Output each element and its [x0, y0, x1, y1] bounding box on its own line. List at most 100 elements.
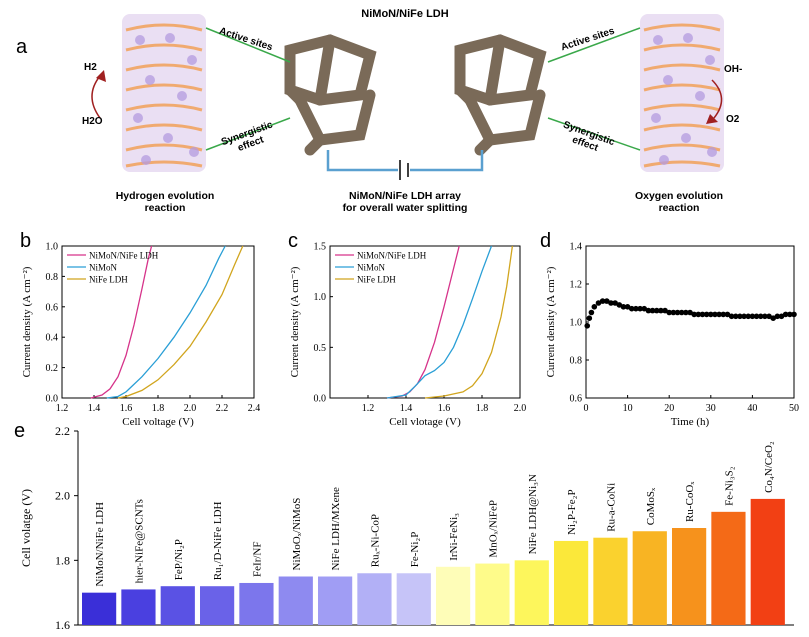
panel-label-a: a	[16, 36, 28, 58]
y-tick-label: 0.8	[46, 272, 59, 283]
x-tick-label: 20	[664, 403, 674, 414]
data-point	[678, 309, 685, 316]
data-point	[774, 313, 781, 320]
bar-category-label: NiMoOₓ/NiMoS	[291, 498, 303, 571]
left-foam-illustration	[284, 34, 377, 156]
bar-8	[357, 573, 392, 625]
legend-entry: NiMoN/NiFe LDH	[89, 251, 159, 261]
bar-category-label: FeIr/NF	[251, 542, 263, 577]
y-tick-label: 1.4	[570, 242, 583, 253]
data-point	[633, 305, 639, 312]
data-point	[724, 311, 731, 318]
data-point	[695, 311, 702, 318]
species-o2: O2	[726, 114, 740, 125]
bar-6	[278, 576, 313, 625]
species-h2o: H2O	[82, 116, 103, 127]
chart-c: 1.2 1.4 1.6 1.8 2.0 0.0 0.5 1.0 1.5 Cell vlotage …	[289, 242, 527, 429]
y-tick-label: 1.0	[314, 292, 327, 303]
data-point	[687, 309, 693, 316]
bar-14	[593, 537, 628, 625]
y-tick-label: 0.2	[46, 363, 59, 374]
bar-17	[711, 511, 746, 625]
data-point	[608, 300, 614, 306]
x-tick-label: 2.2	[216, 403, 229, 414]
data-point	[770, 315, 776, 321]
bar-10	[436, 566, 471, 625]
bar-category-label: NiFe LDH@Ni₃N	[527, 474, 539, 554]
bar-18	[750, 498, 785, 625]
x-tick-label: 1.4	[88, 403, 101, 414]
x-tick-label: 2.0	[514, 403, 527, 414]
x-tick-label: 1.8	[476, 403, 489, 414]
legend-entry: NiMoN	[89, 263, 118, 273]
data-point	[612, 300, 618, 306]
data-point	[588, 309, 595, 316]
right-reaction-arrow	[711, 79, 723, 119]
bar-category-label: FeP/Ni₂P	[173, 539, 185, 580]
data-point	[591, 304, 598, 310]
bar-category-label: Ru-a-CoNi	[605, 483, 617, 532]
data-point	[653, 307, 660, 314]
data-point	[658, 307, 664, 314]
plot-frame	[585, 245, 795, 399]
panel-label-c: c	[288, 230, 298, 252]
series-line-1	[386, 245, 460, 399]
bar-category-label: MnOₓ/NiFeP	[487, 500, 499, 558]
bar-7	[318, 576, 353, 625]
data-point	[787, 311, 793, 318]
y-tick-label: 0.8	[570, 356, 583, 367]
bar-category-label: NiMoN/NiFe LDH	[94, 502, 106, 587]
y-tick-label: 1.6	[55, 618, 70, 632]
bar-category-label: Fe-Ni₃S₂	[723, 466, 735, 506]
bar-11	[475, 563, 510, 625]
x-tick-label: 1.8	[152, 403, 165, 414]
data-point	[728, 313, 735, 320]
data-point	[649, 307, 656, 314]
bar-2	[121, 589, 156, 625]
legend-entry: NiFe LDH	[89, 275, 128, 285]
series-line-3	[424, 245, 514, 399]
data-point	[720, 311, 727, 318]
data-point	[741, 313, 747, 320]
data-point	[749, 313, 756, 320]
data-point	[737, 313, 743, 320]
species-oh: OH-	[724, 64, 743, 75]
panel-label-d: d	[540, 230, 552, 252]
schematic-panel: a NiMoN/NiFe LDH	[0, 0, 809, 225]
species-h2: H2	[84, 62, 97, 73]
data-point	[778, 313, 785, 320]
series-line-2	[106, 245, 226, 399]
bar-category-label: Co₄N/CeO₂	[763, 441, 775, 493]
data-point	[616, 302, 623, 308]
bar-3	[160, 586, 195, 625]
bar-category-label: Ru-CoOₓ	[684, 481, 696, 522]
x-tick-label: 2.0	[184, 403, 197, 414]
y-axis-label: Current density (A cm⁻²)	[545, 266, 557, 377]
data-point	[645, 307, 652, 314]
x-tick-label: 1.2	[56, 403, 69, 414]
legend-entry: NiMoN	[357, 263, 386, 273]
right-foam-illustration	[454, 34, 547, 156]
bar-12	[514, 560, 549, 625]
data-point	[662, 307, 668, 314]
data-point	[666, 309, 672, 316]
panel-label-b: b	[20, 230, 32, 252]
y-axis-label: Current density (A cm⁻²)	[289, 266, 301, 377]
data-point	[699, 311, 706, 318]
x-tick-label: 1.4	[400, 403, 413, 414]
bar-9	[396, 573, 431, 625]
y-tick-label: 1.0	[46, 242, 59, 253]
series-line-1	[90, 245, 153, 399]
data-point	[757, 313, 764, 320]
series-line-3	[117, 245, 244, 399]
data-point	[716, 311, 722, 318]
bar-4	[200, 586, 235, 625]
data-point	[745, 313, 752, 320]
y-tick-label: 0.5	[314, 343, 327, 354]
data-point	[670, 309, 677, 316]
x-axis-label: Time (h)	[671, 416, 710, 428]
chart-d: 0 10 20 30 40 50 0.6 0.8 1.0 1.2 1.4 Time (h) Curren…	[545, 242, 799, 429]
bar-15	[632, 531, 667, 625]
data-point	[762, 313, 768, 320]
data-point	[586, 315, 593, 321]
